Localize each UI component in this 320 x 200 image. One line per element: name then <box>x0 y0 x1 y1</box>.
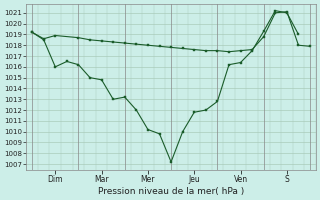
X-axis label: Pression niveau de la mer( hPa ): Pression niveau de la mer( hPa ) <box>98 187 244 196</box>
